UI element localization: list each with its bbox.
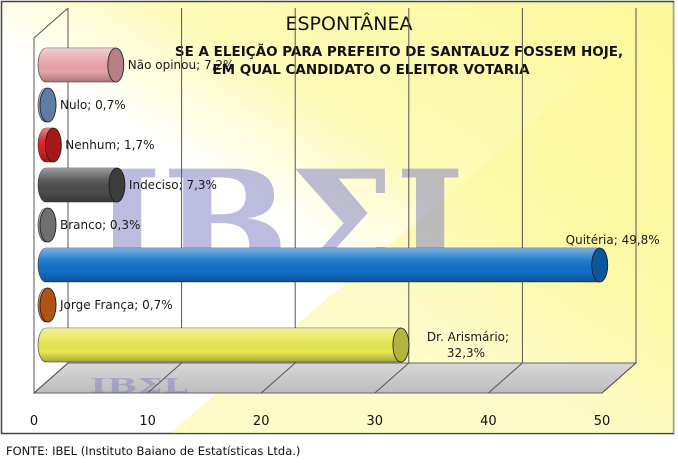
bar: Dr. Arismário; 32,3% — [37, 327, 509, 363]
bar-end-shade — [591, 248, 608, 282]
bar-shine — [38, 48, 124, 82]
bar-data-label: Jorge França; 0,7% — [59, 298, 173, 312]
source-note: FONTE: IBEL (Instituto Baiano de Estatís… — [6, 444, 300, 458]
bar-end-cap — [39, 87, 57, 123]
bar-data-label: Nulo; 0,7% — [60, 98, 126, 112]
bar: Quitéria; 49,8% — [37, 233, 660, 283]
chart-title: ESPONTÂNEA — [285, 12, 412, 35]
x-tick-label: 20 — [253, 414, 270, 429]
watermark: IBΣL — [92, 138, 500, 314]
x-tick-label: 40 — [480, 414, 497, 429]
bar-end-shade — [392, 328, 409, 362]
grid — [33, 8, 637, 394]
background-wedge — [170, 2, 674, 433]
bar-end-shade — [107, 48, 124, 82]
bar-shine — [38, 328, 409, 362]
gridline-floor — [147, 362, 182, 394]
bar: Indeciso; 7,3% — [37, 167, 217, 203]
chart-subtitle-line-1: SE A ELEIÇÃO PARA PREFEITO DE SANTALUZ F… — [175, 43, 623, 60]
left-wall-top-edge — [33, 7, 69, 39]
gridline-floor — [33, 362, 69, 394]
bar: Nenhum; 1,7% — [37, 127, 155, 163]
gridline-floor — [374, 362, 410, 394]
bar: Branco; 0,3% — [37, 207, 140, 243]
bars: Não opinou; 7,2% Nulo; 0,7% Nenhum; 1,7% In… — [37, 47, 660, 363]
bar-shine — [38, 248, 608, 282]
bar-end-shade — [40, 208, 56, 242]
x-tick-label: 30 — [367, 414, 384, 429]
chart-subtitle-line-2: EM QUAL CANDIDATO O ELEITOR VOTARIA — [212, 62, 530, 78]
gridline-floor — [601, 362, 637, 394]
x-axis-ticks: 0 10 20 30 40 50 — [30, 414, 610, 429]
watermark-floor: IBΣL — [90, 374, 188, 397]
x-tick-label: 50 — [594, 414, 611, 429]
bar-end-cap — [39, 287, 57, 323]
bar-end-shade — [40, 88, 56, 122]
bar-end-cap — [39, 207, 57, 243]
bar-data-label: Indeciso; 7,3% — [129, 178, 217, 192]
bar-end-cap — [107, 47, 125, 83]
x-tick-label: 0 — [30, 414, 38, 429]
bar-end-cap — [44, 127, 62, 163]
x-tick-label: 10 — [139, 414, 156, 429]
bar-end-cap — [108, 167, 126, 203]
bar-shine — [38, 168, 125, 202]
bar-data-label: 32,3% — [447, 346, 485, 360]
bar-end-shade — [108, 168, 125, 202]
bar-end-cap — [392, 327, 410, 363]
bar-data-label: Nenhum; 1,7% — [65, 138, 154, 152]
bar-end-cap — [591, 247, 609, 283]
bar-data-label: Dr. Arismário; — [427, 330, 509, 344]
bar-data-label: Quitéria; 49,8% — [566, 233, 660, 247]
bar-end-shade — [40, 288, 56, 322]
bar: Jorge França; 0,7% — [37, 287, 173, 323]
bar-end-shade — [45, 128, 62, 162]
bar: Nulo; 0,7% — [37, 87, 126, 123]
gridline-floor — [488, 362, 523, 394]
bar-data-label: Não opinou; 7,2% — [128, 58, 235, 72]
bar-data-label: Branco; 0,3% — [60, 218, 140, 232]
bar: Não opinou; 7,2% — [37, 47, 235, 83]
gridline-floor — [260, 362, 296, 394]
